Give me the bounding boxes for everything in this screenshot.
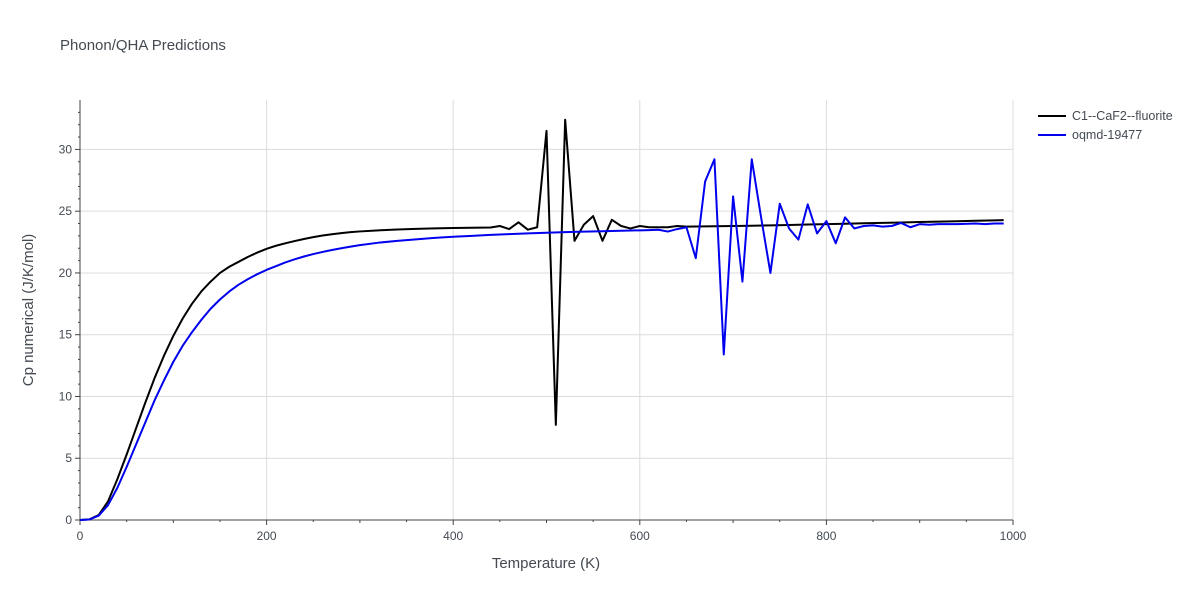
series-line-2 [79, 158, 1004, 521]
legend[interactable]: C1--CaF2--fluorite oqmd-19477 [1038, 109, 1173, 142]
legend-label: oqmd-19477 [1072, 128, 1142, 142]
x-axis-title: Temperature (K) [492, 555, 600, 572]
y-axis-ticks: 0 5 10 15 20 25 30 [59, 111, 80, 527]
chart-title: Phonon/QHA Predictions [60, 37, 226, 54]
legend-item-1[interactable]: C1--CaF2--fluorite [1038, 109, 1173, 123]
y-axis-title: Cp numerical (J/K/mol) [20, 234, 37, 387]
legend-label: C1--CaF2--fluorite [1072, 109, 1173, 123]
x-tick-label: 800 [816, 529, 836, 543]
y-tick-label: 0 [65, 513, 72, 527]
x-tick-label: 600 [630, 529, 650, 543]
x-tick-label: 400 [443, 529, 463, 543]
x-tick-label: 200 [257, 529, 277, 543]
y-tick-label: 30 [59, 142, 73, 156]
x-tick-label: 1000 [1000, 529, 1027, 543]
x-axis-ticks: 0 200 400 600 800 1000 [77, 520, 1027, 543]
x-tick-label: 0 [77, 529, 84, 543]
y-tick-label: 10 [59, 389, 73, 403]
y-tick-label: 15 [59, 328, 73, 342]
y-tick-label: 25 [59, 204, 73, 218]
series-lines [79, 118, 1004, 521]
legend-item-2[interactable]: oqmd-19477 [1038, 128, 1142, 142]
y-tick-label: 5 [65, 451, 72, 465]
y-tick-label: 20 [59, 266, 73, 280]
gridlines [80, 100, 1014, 520]
